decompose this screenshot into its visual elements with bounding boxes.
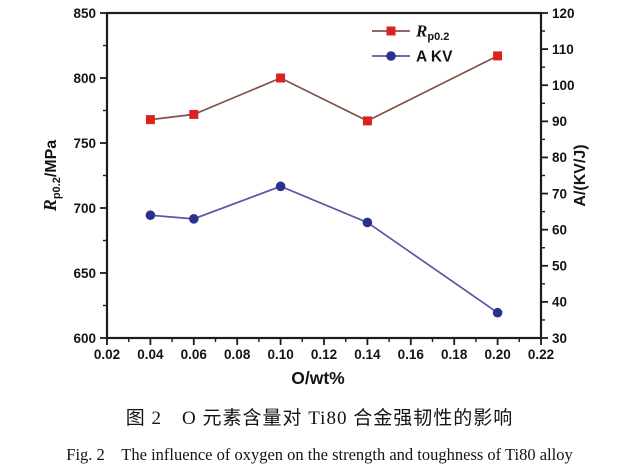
right-tick-label: 120 [552,6,575,21]
chart-canvas: 0.02 0.04 0.06 0.08 0.10 0.12 0.14 0.16 0.18 0.20… [40,6,589,388]
series-rp0-2 [145,51,503,126]
left-tick-label: 850 [73,6,96,21]
data-point-circle [189,214,199,224]
figure-caption-zh: 图 2 O 元素含量对 Ti80 合金强韧性的影响 [125,408,514,429]
left-tick-label: 600 [73,331,96,346]
legend-label: A KV [416,49,453,66]
x-tick-label: 0.10 [267,347,293,362]
x-tick-label: 0.14 [354,347,381,362]
right-tick-label: 70 [552,186,567,201]
right-tick-label: 100 [552,78,575,93]
x-tick-label: 0.04 [137,347,164,362]
x-tick-label: 0.02 [94,347,120,362]
left-axis: 600 650 700 750 800 850 Rp0.2/MPa [40,6,107,346]
x-tick-label: 0.06 [181,347,208,362]
data-point-circle [362,217,373,228]
right-axis: 30 40 50 60 70 80 90 100 110 120 A/(KV/J) [541,6,589,346]
right-tick-label: 30 [552,331,567,346]
x-axis: 0.02 0.04 0.06 0.08 0.10 0.12 0.14 0.16 0.18 0.20… [94,338,554,388]
data-point-square [493,51,503,61]
data-point-circle [145,210,156,221]
right-tick-label: 90 [552,114,567,129]
left-tick-label: 700 [73,201,96,216]
x-tick-label: 0.12 [311,347,337,362]
right-tick-label: 110 [552,42,574,57]
data-point-square [145,115,155,125]
legend-marker-square [386,26,396,36]
x-axis-title: O/wt% [291,368,345,388]
legend: Rp0.2 A KV [372,22,453,66]
data-point-square [276,73,286,83]
right-tick-label: 80 [552,150,567,165]
right-axis-title: A/(KV/J) [572,144,589,206]
series-a-kv [145,181,503,318]
figure-caption-en: Fig. 2 The influence of oxygen on the st… [66,445,573,464]
left-tick-label: 750 [73,136,96,151]
right-tick-label: 40 [552,295,567,310]
left-tick-label: 650 [73,266,96,281]
data-point-circle [275,181,286,192]
x-tick-label: 0.18 [441,347,468,362]
plot-frame [105,11,543,340]
right-tick-label: 50 [552,259,567,274]
x-tick-label: 0.08 [224,347,251,362]
legend-marker-circle [386,51,396,61]
x-tick-label: 0.20 [484,347,510,362]
x-tick-label: 0.16 [398,347,425,362]
left-axis-title: Rp0.2/MPa [40,140,63,212]
x-tick-label: 0.22 [528,347,554,362]
data-point-circle [492,307,503,318]
right-tick-label: 60 [552,222,567,237]
left-tick-label: 800 [73,71,96,86]
data-point-square [362,116,372,126]
legend-label: Rp0.2 [415,22,449,44]
data-point-square [189,109,199,119]
